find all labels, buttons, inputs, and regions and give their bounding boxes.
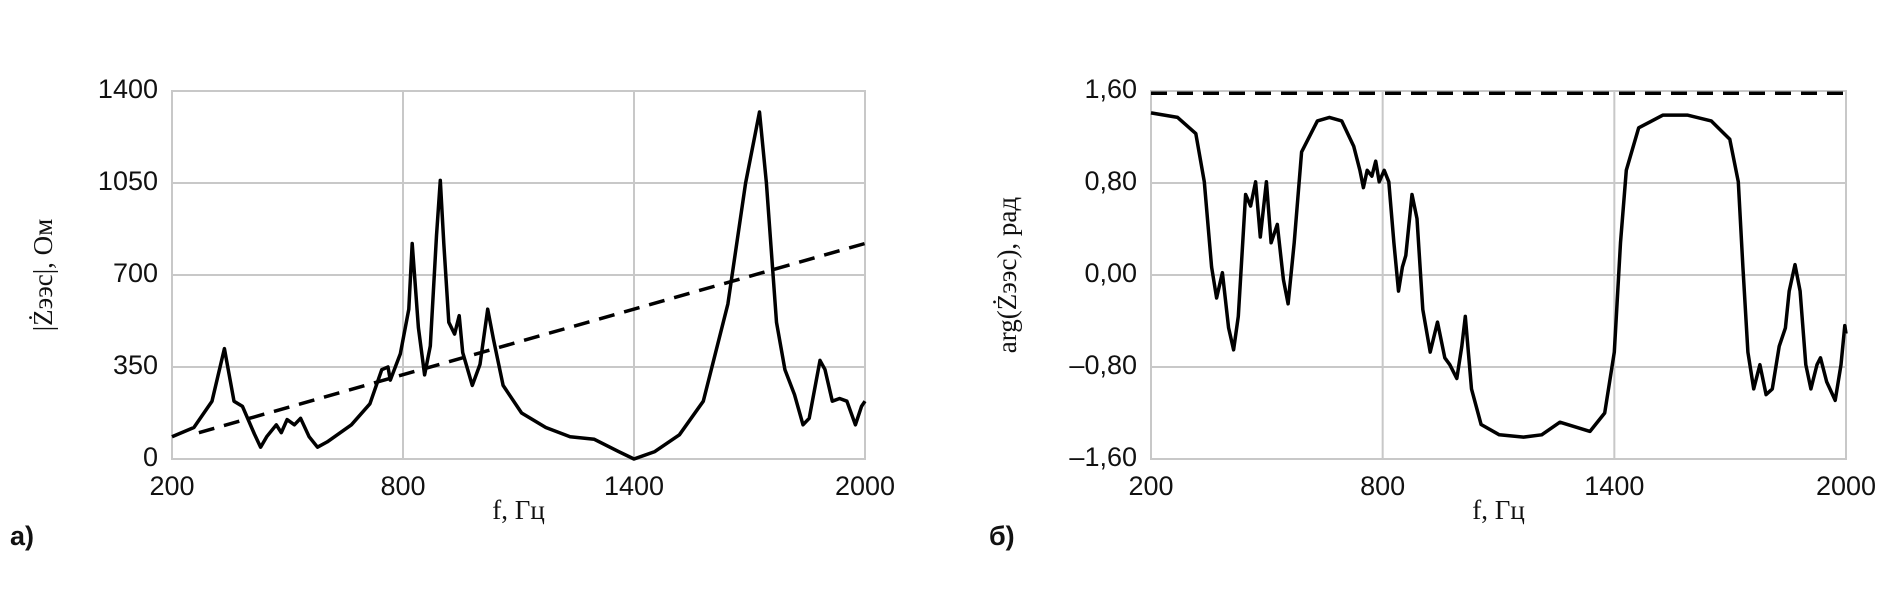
x-tick-label: 2000 — [835, 471, 895, 501]
plot-frame — [1150, 90, 1847, 460]
panel-label: б) — [989, 521, 1015, 551]
x-tick-label: 200 — [149, 471, 194, 501]
y-tick-label: 1050 — [98, 166, 158, 196]
x-tick-label: 200 — [1128, 471, 1173, 501]
x-axis-label: f, Гц — [1472, 495, 1525, 525]
y-tick-label: 700 — [113, 258, 158, 288]
data-line — [1150, 111, 1848, 439]
x-tick-label: 2000 — [1816, 471, 1876, 501]
y-tick-label: 1400 — [98, 74, 158, 104]
y-tick-label: 1,60 — [1084, 74, 1137, 104]
y-tick-label: 0 — [143, 442, 158, 472]
y-tick-label: 0,00 — [1084, 258, 1137, 288]
x-tick-label: 800 — [1360, 471, 1405, 501]
y-tick-label: 350 — [113, 350, 158, 380]
y-axis-label: arg(Żээс), рад — [992, 197, 1022, 354]
panel-label: а) — [10, 521, 34, 551]
x-tick-label: 1400 — [604, 471, 664, 501]
plot-frame — [171, 90, 866, 460]
y-tick-label: –1,60 — [1069, 442, 1137, 472]
x-tick-label: 1400 — [1584, 471, 1644, 501]
y-tick-label: –0,80 — [1069, 350, 1137, 380]
y-axis-label: |Żээс|, Ом — [28, 219, 58, 332]
data-line — [171, 110, 867, 461]
x-tick-label: 800 — [380, 471, 425, 501]
y-tick-label: 0,80 — [1084, 166, 1137, 196]
x-axis-label: f, Гц — [492, 495, 545, 525]
data-line — [198, 241, 866, 435]
